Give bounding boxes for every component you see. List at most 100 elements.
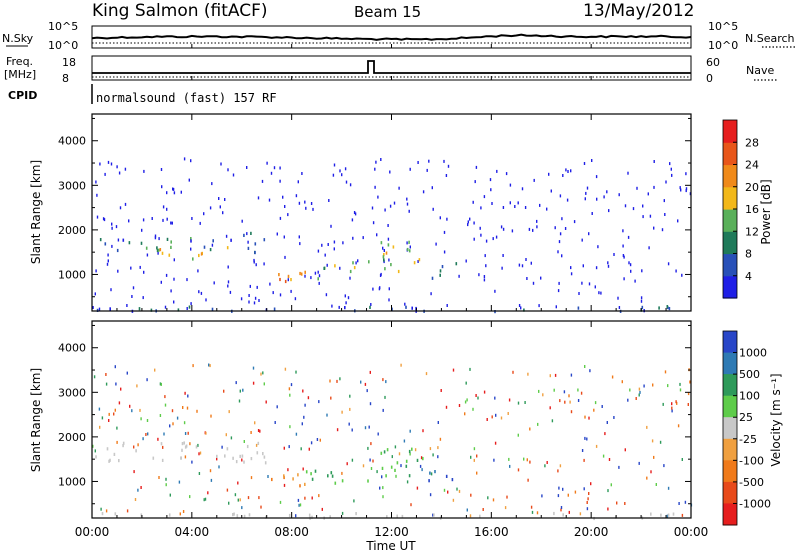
data-cell bbox=[131, 295, 133, 298]
data-cell bbox=[421, 468, 423, 472]
data-cell bbox=[376, 470, 378, 474]
colorbar-tick-label: 24 bbox=[745, 159, 759, 172]
data-cell bbox=[678, 502, 680, 505]
data-cell bbox=[634, 279, 636, 283]
data-cell bbox=[422, 457, 424, 461]
data-cell bbox=[290, 278, 292, 282]
data-cell bbox=[643, 384, 645, 388]
data-cell bbox=[608, 458, 611, 461]
data-cell bbox=[416, 458, 419, 462]
data-cell bbox=[118, 459, 120, 463]
data-cell bbox=[164, 403, 167, 407]
data-cell bbox=[536, 225, 538, 229]
data-cell bbox=[518, 304, 521, 307]
data-cell bbox=[240, 297, 243, 301]
data-cell bbox=[666, 514, 669, 518]
data-cell bbox=[406, 241, 408, 245]
data-cell bbox=[629, 263, 632, 267]
data-cell bbox=[531, 510, 534, 514]
y-tick-label: 3000 bbox=[58, 179, 86, 192]
data-cell bbox=[546, 461, 548, 464]
data-cell bbox=[237, 481, 239, 485]
data-cell bbox=[506, 495, 508, 499]
data-cell bbox=[580, 391, 583, 395]
data-cell bbox=[351, 428, 353, 432]
data-cell bbox=[679, 388, 682, 392]
freq-tick-top: 18 bbox=[62, 56, 76, 69]
data-cell bbox=[486, 418, 488, 421]
data-cell bbox=[314, 469, 317, 473]
data-cell bbox=[668, 307, 671, 311]
data-cell bbox=[447, 164, 450, 168]
data-cell bbox=[473, 237, 475, 241]
data-cell bbox=[370, 467, 373, 470]
data-cell bbox=[524, 206, 527, 209]
data-cell bbox=[290, 383, 293, 387]
data-cell bbox=[443, 230, 446, 234]
data-cell bbox=[184, 432, 187, 435]
data-cell bbox=[166, 191, 168, 195]
data-cell bbox=[558, 240, 561, 244]
data-cell bbox=[324, 253, 326, 257]
data-cell bbox=[646, 425, 648, 429]
data-cell bbox=[132, 286, 135, 290]
data-cell bbox=[273, 307, 276, 311]
colorbar-swatch bbox=[723, 352, 737, 375]
data-cell bbox=[135, 449, 137, 453]
data-cell bbox=[661, 228, 664, 232]
data-cell bbox=[492, 498, 495, 502]
data-cell bbox=[225, 234, 228, 238]
data-cell bbox=[601, 405, 603, 408]
data-cell bbox=[667, 384, 669, 388]
data-cell bbox=[170, 245, 172, 249]
data-cell bbox=[551, 419, 554, 423]
data-cell bbox=[385, 380, 387, 384]
data-cell bbox=[169, 424, 171, 428]
data-cell bbox=[232, 173, 235, 177]
data-cell bbox=[577, 306, 580, 310]
data-cell bbox=[564, 400, 566, 404]
colorbar-swatch bbox=[723, 186, 737, 210]
data-cell bbox=[157, 251, 159, 255]
colorbar-tick-label: -25 bbox=[739, 433, 757, 446]
data-cell bbox=[180, 456, 182, 460]
power-y-ticks: 1000 2000 3000 4000 bbox=[58, 114, 692, 311]
data-cell bbox=[187, 394, 189, 398]
colorbar-swatch bbox=[723, 275, 737, 299]
data-cell bbox=[401, 514, 404, 519]
data-cell bbox=[211, 182, 213, 186]
data-cell bbox=[95, 180, 97, 184]
data-cell bbox=[504, 506, 507, 510]
colorbar-swatch bbox=[723, 164, 737, 188]
data-cell bbox=[168, 513, 171, 517]
data-cell bbox=[369, 305, 371, 309]
data-cell bbox=[527, 478, 529, 482]
data-cell bbox=[509, 464, 511, 468]
data-cell bbox=[382, 255, 385, 259]
data-cell bbox=[178, 480, 181, 484]
data-cell bbox=[627, 398, 629, 402]
data-cell bbox=[191, 460, 193, 464]
data-cell bbox=[517, 201, 519, 205]
data-cell bbox=[225, 433, 227, 437]
data-cell bbox=[94, 449, 96, 453]
data-cell bbox=[387, 243, 390, 247]
data-cell bbox=[266, 161, 268, 165]
data-cell bbox=[205, 298, 207, 302]
data-cell bbox=[181, 442, 184, 446]
data-cell bbox=[597, 245, 599, 249]
data-cell bbox=[367, 446, 369, 450]
data-cell bbox=[336, 428, 339, 432]
data-cell bbox=[211, 243, 214, 247]
data-cell bbox=[469, 217, 471, 221]
data-cell bbox=[666, 305, 669, 309]
data-cell bbox=[106, 447, 109, 451]
data-cell bbox=[386, 448, 389, 452]
data-cell bbox=[473, 447, 476, 451]
data-cell bbox=[302, 467, 304, 471]
data-cell bbox=[298, 235, 300, 239]
data-cell bbox=[247, 240, 249, 244]
nave-tick-top: 60 bbox=[706, 56, 720, 69]
data-cell bbox=[95, 455, 97, 459]
data-cell bbox=[466, 508, 468, 512]
